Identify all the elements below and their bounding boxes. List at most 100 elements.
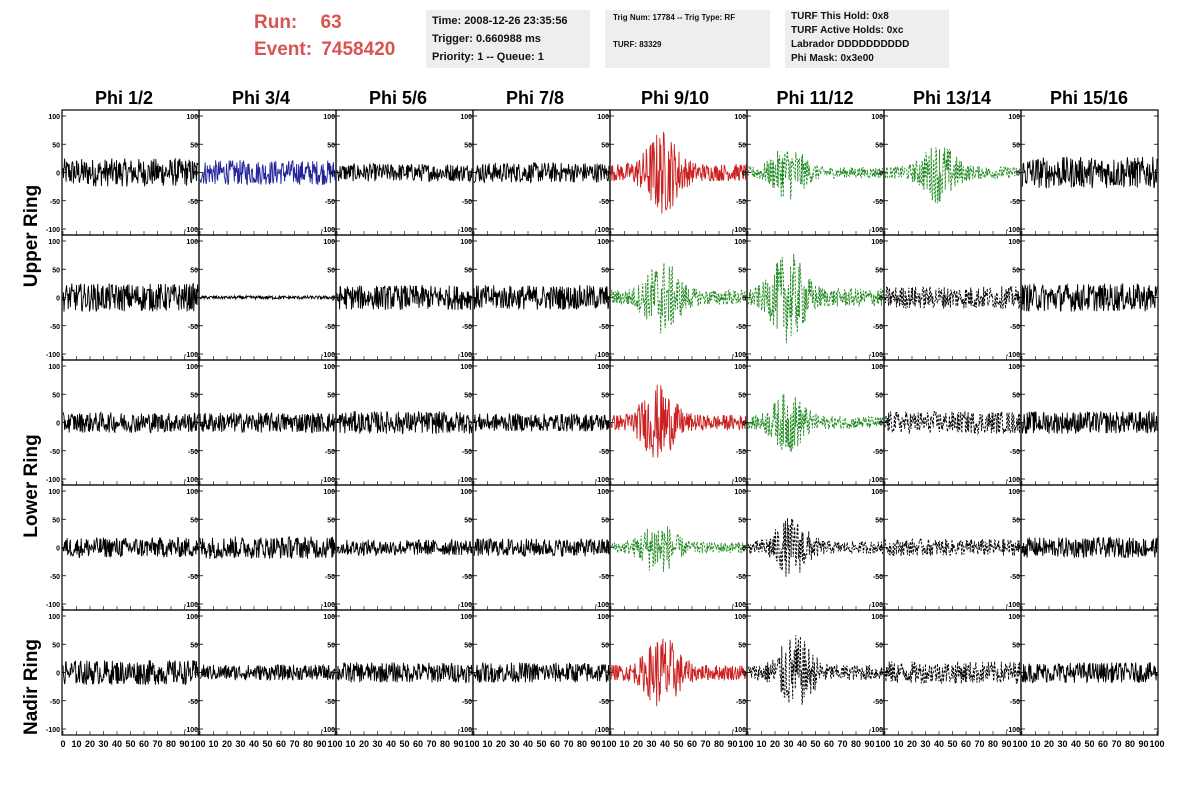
waveform-trace (199, 536, 336, 560)
y-tick-label: 0 (742, 421, 746, 428)
run-label-row: Run: 63 (254, 12, 342, 34)
y-tick-label: 100 (460, 489, 472, 496)
y-tick-label: -50 (462, 699, 472, 706)
y-tick-label: -100 (869, 352, 883, 359)
turf-line: TURF: 83329 (613, 40, 662, 49)
waveform-trace (62, 282, 199, 312)
y-tick-label: 0 (56, 421, 60, 428)
x-tick-label: 30 (372, 739, 382, 749)
x-tick-label: 70 (837, 739, 847, 749)
y-tick-label: -50 (325, 449, 335, 456)
x-tick-label: 0 (60, 739, 65, 749)
y-tick-label: -50 (736, 324, 746, 331)
y-tick-label: -100 (458, 602, 472, 609)
x-tick-label: 40 (1071, 739, 1081, 749)
y-tick-label: -50 (50, 699, 60, 706)
y-tick-label: -100 (458, 352, 472, 359)
y-tick-label: 0 (1016, 671, 1020, 678)
y-tick-label: 50 (327, 267, 335, 274)
y-tick-label: 50 (52, 142, 60, 149)
col-header-5: Phi 9/10 (640, 88, 710, 108)
y-tick-label: 100 (460, 239, 472, 246)
x-tick-label: 50 (810, 739, 820, 749)
y-tick-label: 0 (468, 421, 472, 428)
x-tick-label: 10 (482, 739, 492, 749)
y-tick-label: -100 (869, 602, 883, 609)
x-tick-label: 10 (756, 739, 766, 749)
y-tick-label: 0 (879, 421, 883, 428)
y-tick-label: 50 (601, 642, 609, 649)
waveform-trace (884, 286, 1021, 309)
y-tick-label: -50 (325, 574, 335, 581)
col-header-1: Phi 1/2 (94, 88, 154, 108)
y-tick-label: 100 (186, 614, 198, 621)
x-tick-label: 90 (316, 739, 326, 749)
y-tick-label: -50 (462, 324, 472, 331)
y-tick-label: 0 (468, 546, 472, 553)
y-tick-label: 0 (605, 421, 609, 428)
y-tick-label: 100 (871, 239, 883, 246)
y-tick-label: 0 (605, 546, 609, 553)
y-tick-label: -100 (184, 727, 198, 734)
x-tick-label: 60 (687, 739, 697, 749)
x-tick-label: 80 (440, 739, 450, 749)
y-tick-label: 100 (734, 239, 746, 246)
x-tick-label: 40 (112, 739, 122, 749)
x-tick-label: 20 (770, 739, 780, 749)
col-header-6: Phi 11/12 (776, 88, 854, 108)
y-tick-label: -100 (869, 477, 883, 484)
y-tick-label: 50 (52, 517, 60, 524)
x-tick-label: 50 (125, 739, 135, 749)
x-tick-label: 20 (85, 739, 95, 749)
y-tick-label: -50 (188, 199, 198, 206)
x-tick-label: 50 (536, 739, 546, 749)
y-tick-label: 0 (194, 171, 198, 178)
y-tick-label: 50 (875, 392, 883, 399)
waveform-trace (473, 662, 610, 683)
y-tick-label: 50 (52, 267, 60, 274)
y-tick-label: -50 (50, 324, 60, 331)
y-tick-label: 100 (186, 114, 198, 121)
waveform-trace (1021, 156, 1158, 189)
x-tick-label: 40 (386, 739, 396, 749)
y-tick-label: 100 (460, 114, 472, 121)
y-tick-label: 0 (1016, 171, 1020, 178)
x-tick-label: 60 (1098, 739, 1108, 749)
y-tick-label: -50 (599, 574, 609, 581)
x-tick-label: 10 (345, 739, 355, 749)
x-tick-label: 40 (523, 739, 533, 749)
y-tick-label: -100 (184, 352, 198, 359)
y-tick-label: -50 (462, 449, 472, 456)
y-tick-label: 0 (56, 546, 60, 553)
x-tick-label: 100 (875, 739, 890, 749)
x-tick-label: 80 (303, 739, 313, 749)
x-tick-label: 50 (947, 739, 957, 749)
y-tick-label: 0 (331, 421, 335, 428)
y-tick-label: 100 (460, 364, 472, 371)
x-tick-label: 70 (1111, 739, 1121, 749)
waveform-trace (473, 413, 610, 432)
y-tick-label: 100 (734, 364, 746, 371)
y-tick-label: -100 (321, 602, 335, 609)
y-tick-label: -100 (458, 477, 472, 484)
run-label: Run: (254, 12, 298, 33)
y-tick-label: 0 (605, 296, 609, 303)
y-tick-label: -100 (321, 227, 335, 234)
y-tick-label: 50 (738, 142, 746, 149)
y-tick-label: -50 (1010, 699, 1020, 706)
y-tick-label: 100 (734, 489, 746, 496)
y-tick-label: 0 (331, 671, 335, 678)
x-tick-label: 100 (1012, 739, 1027, 749)
y-tick-label: -100 (46, 477, 60, 484)
y-tick-label: 0 (331, 171, 335, 178)
y-tick-label: 100 (48, 114, 60, 121)
y-tick-label: -50 (873, 574, 883, 581)
y-tick-label: 50 (327, 392, 335, 399)
y-tick-label: -50 (1010, 449, 1020, 456)
waveform-trace (336, 661, 473, 684)
y-tick-label: 50 (1012, 392, 1020, 399)
waveform-trace (336, 410, 473, 435)
waveform-trace (610, 131, 747, 214)
x-tick-label: 20 (222, 739, 232, 749)
y-tick-label: 100 (323, 114, 335, 121)
